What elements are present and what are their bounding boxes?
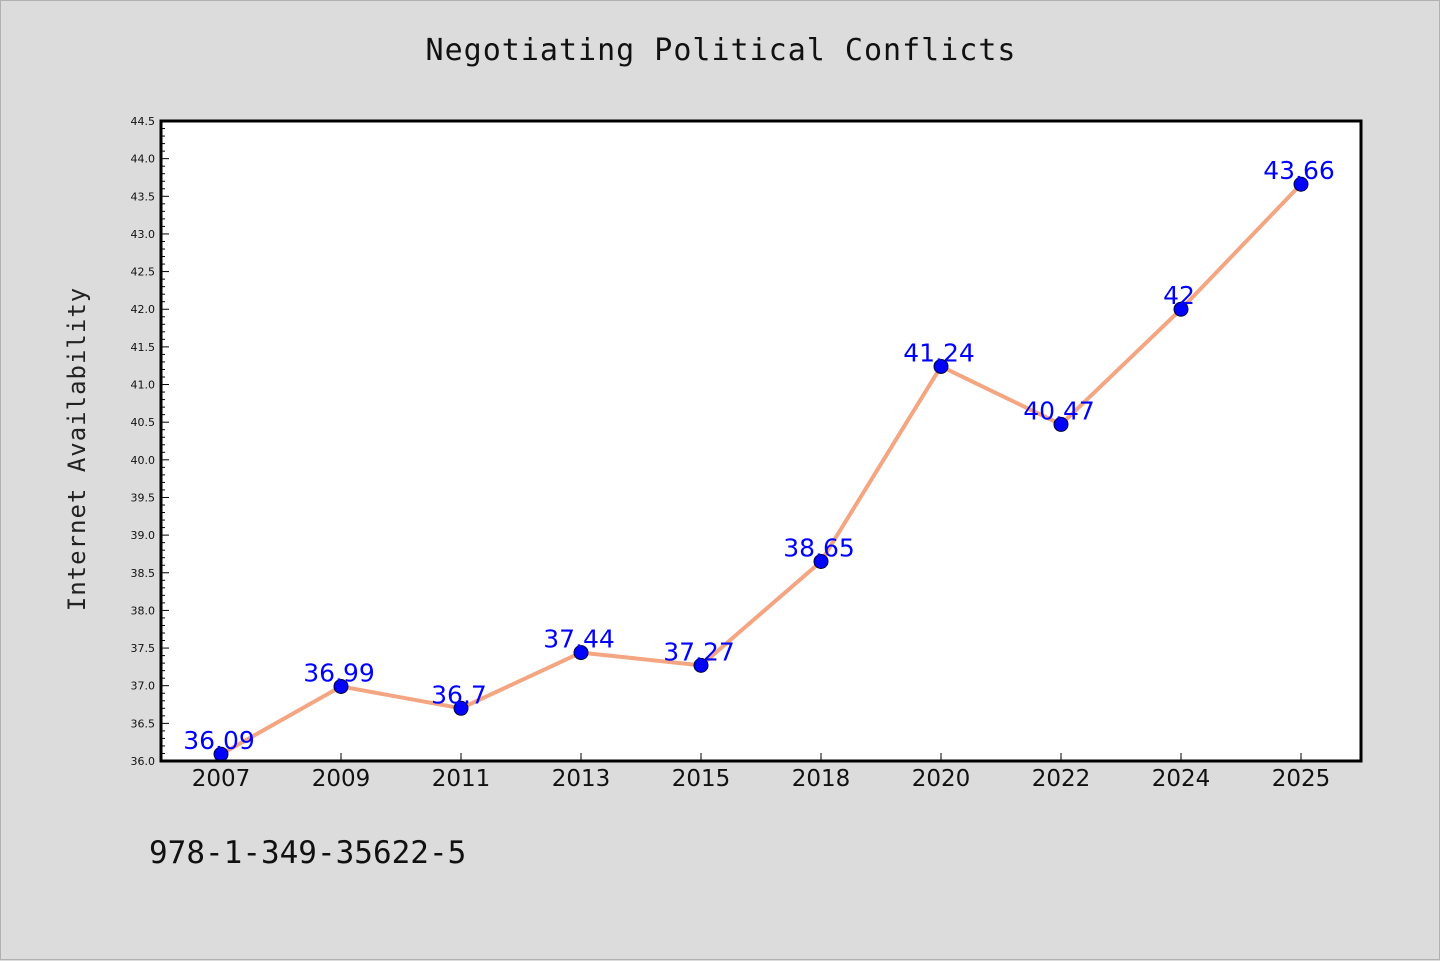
x-tick-label: 2015	[672, 766, 731, 792]
data-point	[1173, 301, 1189, 317]
y-tick-label: 40.0	[131, 454, 156, 467]
y-tick-label: 42.5	[131, 266, 156, 279]
data-point	[453, 700, 469, 716]
isbn-caption: 978-1-349-35622-5	[149, 835, 467, 871]
data-label: 43.66	[1263, 156, 1335, 185]
y-tick-label: 38.5	[131, 567, 156, 580]
data-label: 41.24	[903, 338, 975, 367]
data-point	[1053, 416, 1069, 432]
x-tick-label: 2013	[552, 766, 611, 792]
x-tick-label: 2011	[432, 766, 491, 792]
data-label: 36.09	[183, 726, 255, 755]
y-tick-label: 37.5	[131, 642, 156, 655]
x-tick-label: 2009	[312, 766, 371, 792]
x-tick-label: 2022	[1032, 766, 1091, 792]
data-point	[573, 645, 589, 661]
data-point	[333, 678, 349, 694]
y-tick-label: 41.0	[131, 379, 156, 392]
data-point	[933, 358, 949, 374]
series-line	[219, 182, 1303, 757]
data-label: 36.7	[431, 680, 487, 709]
data-label: 42	[1163, 281, 1195, 310]
y-tick-label: 43.0	[131, 228, 156, 241]
x-tick-label: 2024	[1152, 766, 1211, 792]
y-tick-label: 39.0	[131, 529, 156, 542]
y-tick-label: 44.5	[131, 115, 156, 128]
data-label: 38.65	[783, 533, 855, 562]
y-tick-label: 36.0	[131, 755, 156, 768]
chart-title: Negotiating Political Conflicts	[425, 33, 1017, 68]
y-tick-label: 43.5	[131, 190, 156, 203]
data-label: 40.47	[1023, 396, 1095, 425]
data-point	[1293, 176, 1309, 192]
x-tick-label: 2025	[1272, 766, 1331, 792]
plot-border	[159, 119, 1363, 763]
data-label: 37.27	[663, 637, 735, 666]
y-tick-label: 40.5	[131, 416, 156, 429]
y-tick-label: 37.0	[131, 680, 156, 693]
plot-area	[161, 121, 1361, 761]
y-tick-label: 38.0	[131, 604, 156, 617]
y-tick-label: 36.5	[131, 717, 156, 730]
data-point	[693, 657, 709, 673]
data-point	[813, 553, 829, 569]
data-label: 37.44	[543, 625, 615, 654]
y-tick-label: 41.5	[131, 341, 156, 354]
data-label: 36.99	[303, 658, 375, 687]
y-tick-label: 39.5	[131, 491, 156, 504]
x-tick-label: 2007	[192, 766, 251, 792]
y-tick-label: 42.0	[131, 303, 156, 316]
x-tick-label: 2020	[912, 766, 971, 792]
y-tick-label: 44.0	[131, 153, 156, 166]
x-tick-label: 2018	[792, 766, 851, 792]
